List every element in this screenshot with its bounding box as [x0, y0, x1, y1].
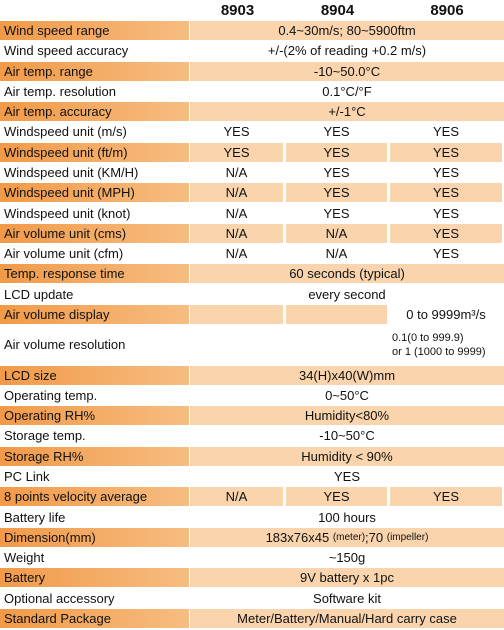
cell: YES: [390, 162, 502, 183]
cell: YES: [286, 142, 387, 162]
cell: N/A: [190, 487, 283, 507]
row-label: LCD size: [0, 365, 189, 385]
row-label: Wind speed accuracy: [0, 41, 189, 61]
cell: N/A: [190, 183, 283, 203]
row-label: Battery life: [0, 507, 189, 527]
cell: Software kit: [190, 588, 504, 608]
cell: [286, 304, 387, 324]
cell: YES: [286, 162, 387, 183]
row-label: Operating temp.: [0, 385, 189, 406]
cell: N/A: [286, 243, 387, 264]
row-label: Air volume resolution: [0, 325, 189, 365]
cell: 34(H)x40(W)mm: [190, 365, 504, 385]
row-label: 8 points velocity average: [0, 487, 189, 507]
row-label: Battery: [0, 568, 189, 588]
cell: 0.1°C/°F: [190, 81, 504, 102]
cell: 0 to 9999m³/s: [390, 304, 502, 324]
cell: YES: [390, 487, 502, 507]
cell: N/A: [190, 243, 283, 264]
cell: 0~50°C: [190, 385, 504, 406]
cell: -10~50.0°C: [190, 61, 504, 81]
cell: YES: [390, 142, 502, 162]
cell: N/A: [190, 203, 283, 223]
cell: N/A: [190, 223, 283, 243]
cell: YES: [286, 203, 387, 223]
row-label: Temp. response time: [0, 264, 189, 284]
cell: -10~50°C: [190, 426, 504, 446]
row-label: Air volume unit (cms): [0, 223, 189, 243]
cell-part: (impeller): [386, 531, 429, 543]
cell: YES: [390, 243, 502, 264]
cell: [286, 325, 387, 365]
cell: YES: [286, 183, 387, 203]
cell: ~150g: [190, 547, 504, 568]
column-header: 8906: [430, 1, 464, 19]
row-label: Air volume display: [0, 304, 189, 324]
row-label: LCD update: [0, 284, 189, 304]
cell: YES: [390, 223, 502, 243]
cell: 183x76x45 (meter) ;70 (impeller): [190, 527, 504, 547]
cell: YES: [390, 203, 502, 223]
cell-part: ;70: [365, 529, 387, 545]
cell: [190, 325, 283, 365]
row-label: Windspeed unit (m/s): [0, 122, 189, 142]
row-label: Storage RH%: [0, 446, 189, 466]
row-label: Weight: [0, 547, 189, 568]
column-header: 8903: [220, 1, 255, 19]
cell: YES: [190, 142, 283, 162]
cell: 9V battery x 1pc: [190, 568, 504, 588]
row-label: Windspeed unit (MPH): [0, 183, 189, 203]
cell: [190, 304, 283, 324]
row-label: Air temp. resolution: [0, 81, 189, 102]
row-label: Air temp. range: [0, 61, 189, 81]
row-label: Windspeed unit (ft/m): [0, 142, 189, 162]
cell: YES: [286, 487, 387, 507]
row-label: Air volume unit (cfm): [0, 243, 189, 264]
cell: YES: [390, 183, 502, 203]
row-label: Storage temp.: [0, 426, 189, 446]
cell: +/-(2% of reading +0.2 m/s): [190, 41, 504, 61]
row-label: Operating RH%: [0, 406, 189, 426]
cell: 100 hours: [190, 507, 504, 527]
row-label: PC Link: [0, 466, 189, 487]
cell: 0.4~30m/s; 80~5900ftm: [190, 21, 504, 41]
cell-line: or 1 (1000 to 9999): [392, 345, 486, 358]
cell: Humidity<80%: [190, 406, 504, 426]
row-label: Air temp. accuracy: [0, 102, 189, 122]
cell: YES: [190, 122, 283, 142]
column-header: 8904: [320, 1, 355, 19]
row-label: Dimension(mm): [0, 527, 189, 547]
cell: every second: [190, 284, 504, 304]
cell: YES: [286, 122, 387, 142]
cell: YES: [190, 466, 504, 487]
row-label: Wind speed range: [0, 21, 189, 41]
cell-part: 183x76x45: [265, 529, 333, 545]
cell: 60 seconds (typical): [190, 264, 504, 284]
row-label: Windspeed unit (knot): [0, 203, 189, 223]
row-label: Optional accessory: [0, 588, 189, 608]
cell-part: (meter): [332, 531, 366, 543]
cell: N/A: [286, 223, 387, 243]
cell: YES: [390, 122, 502, 142]
cell: Meter/Battery/Manual/Hard carry case: [190, 608, 504, 628]
cell: Humidity < 90%: [190, 446, 504, 466]
row-label: Windspeed unit (KM/H): [0, 162, 189, 183]
row-label: Standard Package: [0, 608, 189, 628]
cell: 0.1(0 to 999.9) or 1 (1000 to 9999): [390, 325, 502, 365]
cell: +/-1°C: [190, 102, 504, 122]
cell-line: 0.1(0 to 999.9): [392, 331, 464, 344]
cell: N/A: [190, 162, 283, 183]
